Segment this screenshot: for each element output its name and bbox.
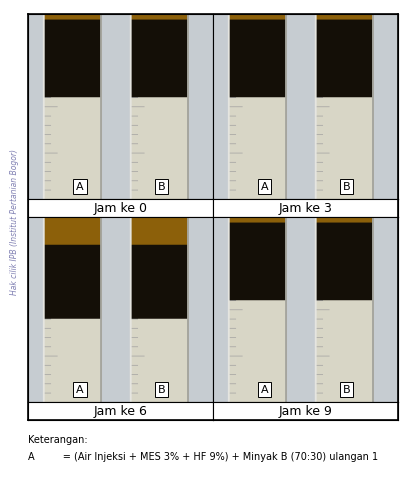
Text: B: B bbox=[158, 384, 165, 395]
Text: B: B bbox=[158, 182, 165, 192]
Text: B: B bbox=[342, 182, 350, 192]
Text: A         = (Air Injeksi + MES 3% + HF 9%) + Minyak B (70:30) ulangan 1: A = (Air Injeksi + MES 3% + HF 9%) + Min… bbox=[28, 452, 379, 462]
Text: Keterangan:: Keterangan: bbox=[28, 435, 88, 445]
Text: Jam ke 6: Jam ke 6 bbox=[94, 405, 147, 418]
Text: A: A bbox=[76, 182, 84, 192]
Text: Hak cilik IPB (Institut Pertanian Bogor): Hak cilik IPB (Institut Pertanian Bogor) bbox=[10, 149, 19, 295]
Text: Jam ke 3: Jam ke 3 bbox=[279, 202, 332, 215]
Text: A: A bbox=[261, 182, 269, 192]
Text: Jam ke 0: Jam ke 0 bbox=[94, 202, 148, 215]
Text: B: B bbox=[342, 384, 350, 395]
Text: A: A bbox=[76, 384, 84, 395]
Text: Jam ke 9: Jam ke 9 bbox=[279, 405, 332, 418]
Text: A: A bbox=[261, 384, 269, 395]
